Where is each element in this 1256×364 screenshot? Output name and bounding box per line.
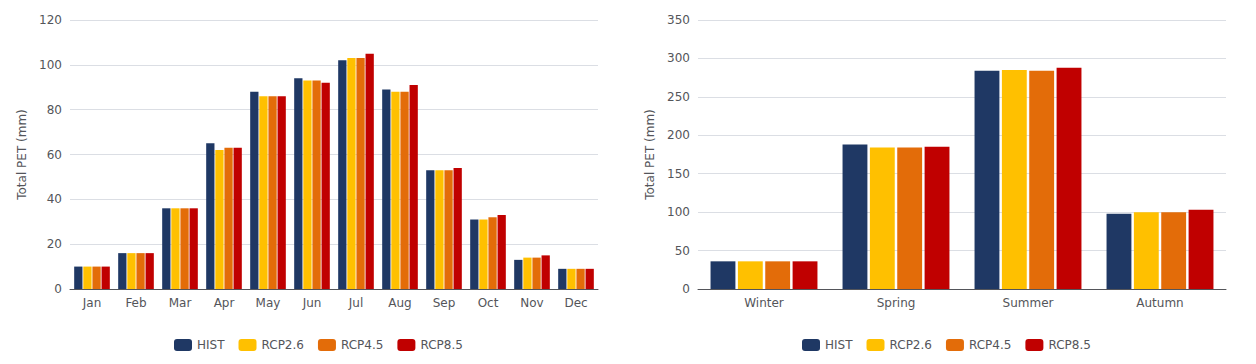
svg-text:Spring: Spring [877, 296, 916, 310]
svg-text:RCP4.5: RCP4.5 [341, 338, 383, 352]
svg-text:Jun: Jun [302, 296, 322, 310]
svg-text:HIST: HIST [197, 338, 225, 352]
svg-text:Jul: Jul [348, 296, 363, 310]
svg-text:250: 250 [667, 90, 690, 104]
svg-text:100: 100 [39, 58, 62, 72]
svg-text:Winter: Winter [744, 296, 784, 310]
svg-text:0: 0 [54, 282, 62, 296]
svg-text:RCP8.5: RCP8.5 [420, 338, 462, 352]
svg-text:RCP2.6: RCP2.6 [890, 338, 932, 352]
svg-text:Dec: Dec [564, 296, 587, 310]
svg-text:50: 50 [675, 244, 690, 258]
svg-text:0: 0 [682, 282, 690, 296]
svg-text:Total PET (mm): Total PET (mm) [15, 109, 29, 201]
svg-text:20: 20 [47, 237, 62, 251]
svg-text:80: 80 [47, 103, 62, 117]
svg-text:Aug: Aug [388, 296, 411, 310]
svg-text:Apr: Apr [214, 296, 235, 310]
svg-text:Mar: Mar [169, 296, 192, 310]
svg-text:120: 120 [39, 13, 62, 27]
svg-text:60: 60 [47, 148, 62, 162]
svg-text:HIST: HIST [825, 338, 853, 352]
svg-text:150: 150 [667, 167, 690, 181]
svg-text:Jan: Jan [82, 296, 102, 310]
svg-text:Nov: Nov [520, 296, 543, 310]
svg-text:350: 350 [667, 13, 690, 27]
svg-text:RCP2.6: RCP2.6 [262, 338, 304, 352]
svg-text:40: 40 [47, 192, 62, 206]
svg-text:Summer: Summer [1003, 296, 1054, 310]
svg-text:100: 100 [667, 205, 690, 219]
svg-text:Autumn: Autumn [1136, 296, 1183, 310]
svg-text:300: 300 [667, 51, 690, 65]
svg-text:RCP8.5: RCP8.5 [1048, 338, 1090, 352]
svg-text:Total PET (mm): Total PET (mm) [643, 109, 657, 201]
svg-text:Sep: Sep [433, 296, 456, 310]
svg-text:200: 200 [667, 128, 690, 142]
svg-text:Oct: Oct [478, 296, 499, 310]
svg-text:RCP4.5: RCP4.5 [969, 338, 1011, 352]
svg-text:Feb: Feb [125, 296, 146, 310]
svg-text:May: May [256, 296, 281, 310]
